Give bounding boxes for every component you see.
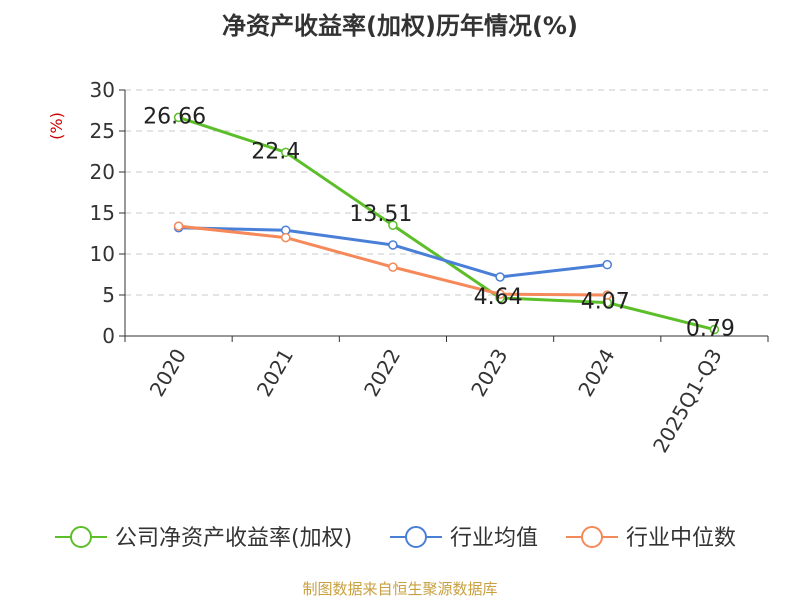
- y-axis-label: (%): [47, 112, 66, 140]
- y-tick-label: 25: [90, 119, 115, 143]
- legend-marker: [70, 526, 92, 548]
- data-label: 4.07: [581, 290, 630, 315]
- y-tick-label: 20: [90, 160, 115, 184]
- x-tick-label: 2021: [252, 345, 298, 401]
- legend[interactable]: 公司净资产收益率(加权) 行业均值 行业中位数: [55, 526, 736, 551]
- source-note: 制图数据来自恒生聚源数据库: [302, 580, 497, 598]
- y-tick-label: 30: [90, 78, 115, 102]
- legend-label: 行业中位数: [626, 526, 736, 551]
- chart-title: 净资产收益率(加权)历年情况(%): [222, 12, 578, 40]
- data-point: [388, 262, 398, 272]
- data-point: [602, 259, 612, 270]
- legend-label: 行业均值: [450, 526, 538, 551]
- data-point: [173, 112, 184, 123]
- legend-item[interactable]: 公司净资产收益率(加权): [55, 526, 352, 551]
- y-tick-label: 15: [90, 201, 115, 225]
- y-tick-label: 10: [90, 242, 115, 266]
- grid-lines: [125, 89, 768, 296]
- legend-item[interactable]: 行业中位数: [566, 526, 736, 551]
- data-point: [495, 272, 505, 282]
- legend-item[interactable]: 行业均值: [390, 526, 538, 551]
- data-labels: 26.66 22.4 13.51 4.64 4.07 0.79: [143, 104, 735, 341]
- data-point: [388, 220, 398, 230]
- x-tick-label: 2022: [359, 345, 405, 401]
- data-label: 0.79: [686, 317, 735, 342]
- data-point: [173, 221, 184, 231]
- series-3: [173, 221, 612, 300]
- y-tick-label: 0: [102, 324, 115, 348]
- y-tick-label: 5: [102, 283, 115, 307]
- legend-marker: [405, 526, 427, 548]
- data-point: [281, 232, 291, 243]
- data-label: 4.64: [474, 285, 523, 310]
- data-point: [281, 147, 291, 158]
- x-tick-label: 2024: [573, 345, 619, 401]
- x-tick-label: 2025Q1-Q3: [648, 345, 727, 457]
- legend-marker: [581, 526, 603, 548]
- data-label: 22.4: [251, 139, 300, 164]
- axes: 0 5 10 15 20 25 30 2020 2021 2022 2023 2024 2025Q1-Q…: [90, 78, 769, 457]
- data-point: [495, 289, 505, 299]
- data-label: 13.51: [349, 202, 412, 227]
- data-point: [388, 240, 398, 250]
- x-tick-label: 2020: [145, 345, 191, 401]
- data-point: [709, 324, 720, 335]
- data-label: 26.66: [143, 104, 206, 129]
- legend-label: 公司净资产收益率(加权): [115, 526, 352, 551]
- data-point: [602, 290, 612, 300]
- x-tick-label: 2023: [466, 345, 512, 401]
- series-line: [178, 224, 608, 297]
- series-layer: [173, 112, 720, 335]
